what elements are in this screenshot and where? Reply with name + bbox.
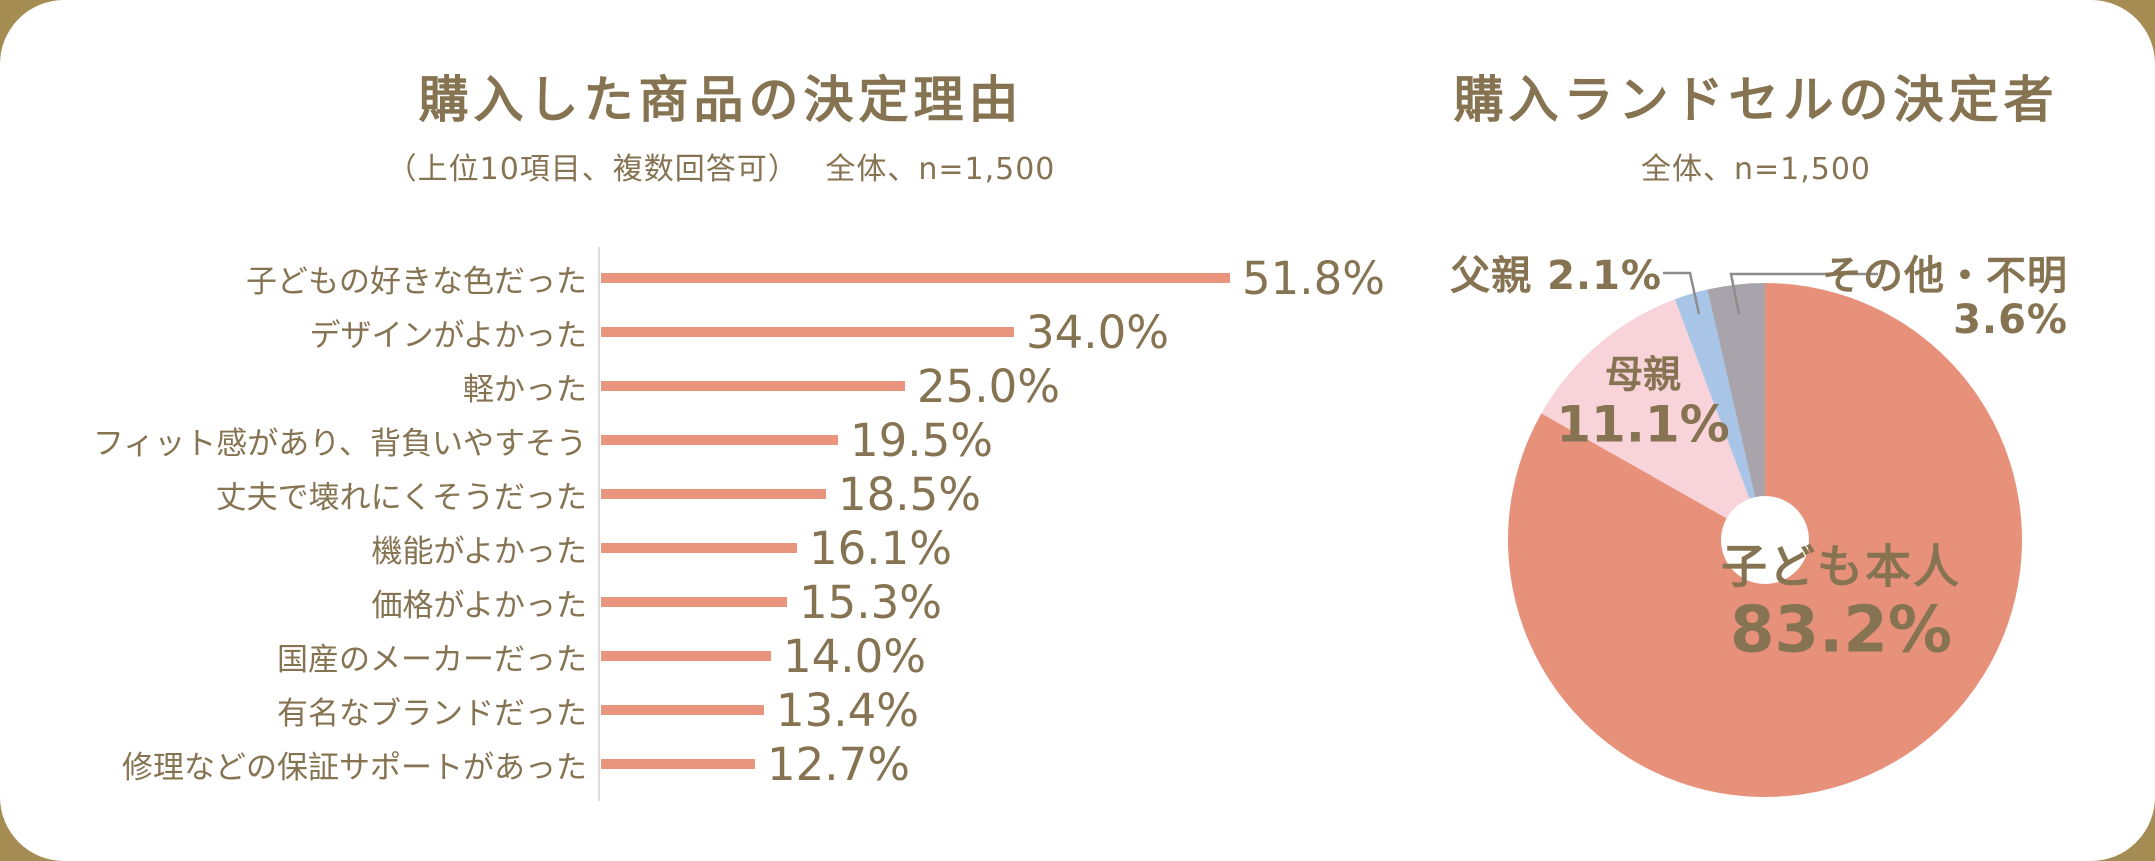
bar-row: 国産のメーカーだった 14.0% (0, 629, 1442, 683)
pie-label-other: その他・不明 3.6% (1822, 254, 2068, 342)
bar-track: 16.1% (599, 526, 1442, 571)
bar-track: 25.0% (599, 364, 1442, 409)
pie-label-other-name: その他・不明 (1822, 253, 2068, 299)
bar-row: 価格がよかった 15.3% (0, 575, 1442, 629)
bar (601, 705, 764, 715)
pie-label-child-value: 83.2% (1729, 593, 1953, 668)
bar-value-label: 12.7% (767, 737, 910, 791)
bar-row: 丈夫で壊れにくそうだった 18.5% (0, 467, 1442, 521)
bar-category-label: 有名なブランドだった (277, 695, 587, 732)
bar-value-label: 34.0% (1026, 305, 1169, 359)
leader-line-other (1729, 272, 1878, 315)
bar-track: 34.0% (599, 310, 1442, 355)
bar-category-label: 機能がよかった (371, 533, 587, 570)
bar-chart-subtitle: （上位10項目、複数回答可） 全体、n=1,500 (386, 152, 1056, 187)
bar-track: 15.3% (599, 580, 1442, 625)
bar-track: 51.8% (599, 256, 1442, 301)
bar (601, 543, 797, 553)
bar (601, 273, 1230, 283)
leader-line-father (1663, 271, 1701, 315)
bar-category-label: 修理などの保証サポートがあった (122, 749, 587, 786)
bar-category-label: 価格がよかった (371, 587, 587, 624)
pie-label-father-name: 父親 (1450, 253, 1533, 299)
bar-value-label: 19.5% (850, 413, 993, 467)
bar-category-label: 軽かった (463, 371, 587, 408)
bar-value-label: 25.0% (917, 359, 1060, 413)
pie-label-mother: 母親 11.1% (1556, 352, 1730, 454)
bar (601, 381, 905, 391)
bar-chart-title: 購入した商品の決定理由 (418, 71, 1024, 129)
bar (601, 759, 755, 769)
bar-track: 12.7% (599, 742, 1442, 787)
pie-label-father: 父親 2.1% (1450, 243, 1662, 301)
bar-category-label: 国産のメーカーだった (277, 641, 587, 678)
bar-row: 有名なブランドだった 13.4% (0, 683, 1442, 737)
bar (601, 597, 787, 607)
bar-row: 修理などの保証サポートがあった 12.7% (0, 737, 1442, 791)
bar-category-label: 丈夫で壊れにくそうだった (215, 479, 587, 516)
pie-label-child-name: 子ども本人 (1721, 539, 1961, 594)
bar (601, 489, 826, 499)
bar-category-label: デザインがよかった (309, 317, 587, 354)
bar-value-label: 13.4% (776, 683, 919, 737)
pie-label-mother-name: 母親 (1604, 352, 1681, 397)
pie-label-father-value: 2.1% (1547, 253, 1662, 299)
bar-row: 軽かった 25.0% (0, 359, 1442, 413)
donut-hole (1721, 496, 1809, 584)
bar-chart-rows: 子どもの好きな色だった 51.8% デザインがよかった 34.0% 軽かった 25.0% フ… (0, 251, 1442, 791)
bar-track: 14.0% (599, 634, 1442, 679)
bar-value-label: 16.1% (809, 521, 952, 575)
bar-category-label: フィット感があり、背負いやすそう (92, 425, 587, 462)
bar-track: 18.5% (599, 472, 1442, 517)
pie-slice-3 (1707, 283, 1765, 540)
pie-slice-1 (1541, 299, 1765, 540)
bar-category-label: 子どもの好きな色だった (246, 263, 587, 300)
bar-chart-axis-line (598, 247, 600, 801)
pie-chart-header: 購入ランドセルの決定者 全体、n=1,500 (1378, 70, 2134, 188)
bar-value-label: 15.3% (799, 575, 942, 629)
pie-label-mother-value: 11.1% (1556, 395, 1730, 454)
bar-row: 子どもの好きな色だった 51.8% (0, 251, 1442, 305)
bar (601, 435, 838, 445)
bar-value-label: 14.0% (783, 629, 926, 683)
bar-row: 機能がよかった 16.1% (0, 521, 1442, 575)
pie-label-child: 子ども本人 83.2% (1721, 540, 1961, 669)
bar-value-label: 18.5% (838, 467, 981, 521)
pie-slice-2 (1674, 289, 1765, 540)
bar (601, 651, 771, 661)
bar-value-label: 51.8% (1242, 251, 1385, 305)
bar-row: デザインがよかった 34.0% (0, 305, 1442, 359)
pie-chart-title: 購入ランドセルの決定者 (1453, 71, 2059, 129)
bar-row: フィット感があり、背負いやすそう 19.5% (0, 413, 1442, 467)
bar (601, 327, 1014, 337)
bar-chart-header: 購入した商品の決定理由 （上位10項目、複数回答可） 全体、n=1,500 (0, 70, 1442, 188)
pie-label-other-value: 3.6% (1953, 297, 2068, 343)
bar-track: 19.5% (599, 418, 1442, 463)
bar-track: 13.4% (599, 688, 1442, 733)
pie-chart-subtitle: 全体、n=1,500 (1640, 152, 1872, 187)
